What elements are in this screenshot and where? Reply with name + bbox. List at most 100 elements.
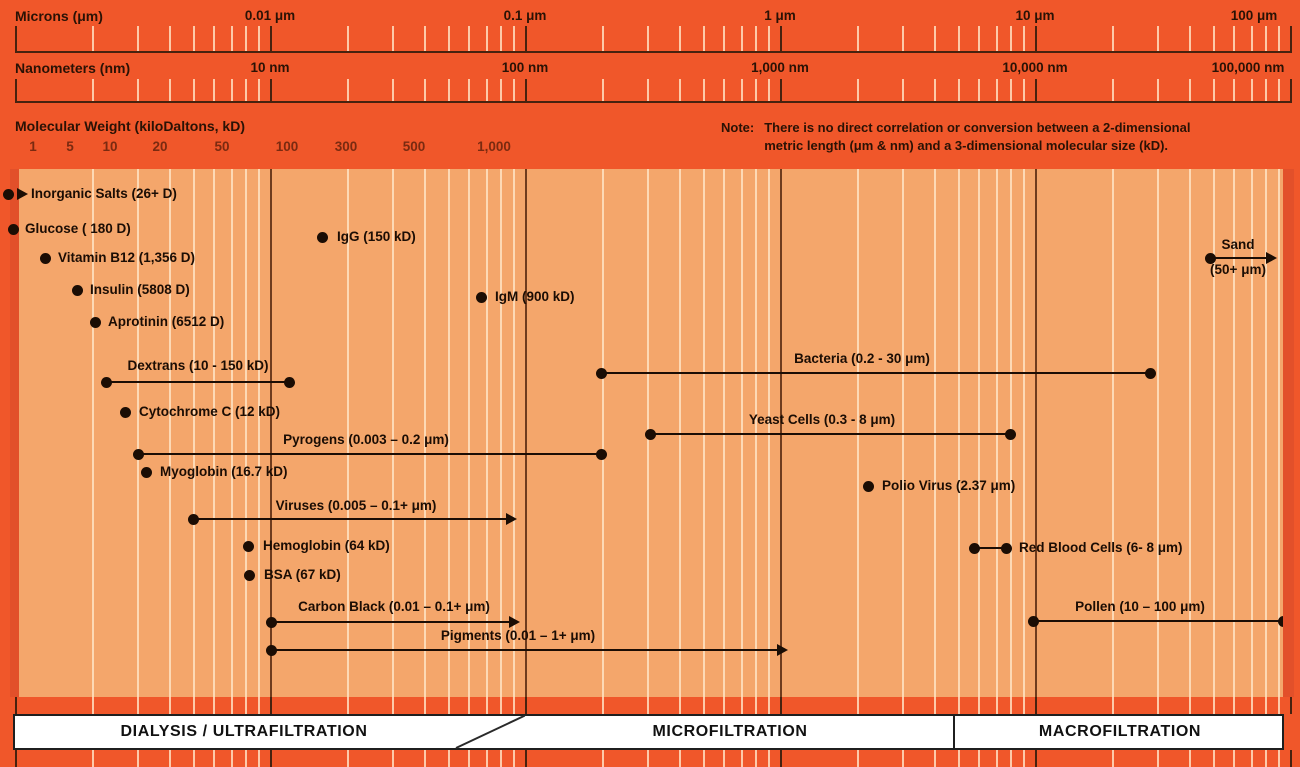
- marker-dot: [316, 231, 328, 243]
- item-label: Myoglobin (16.7 kD): [160, 464, 288, 479]
- marker-dot: [7, 223, 19, 235]
- minor-tick: [391, 750, 394, 767]
- range-line: [271, 649, 777, 651]
- minor-tick: [136, 79, 139, 101]
- major-tick: [270, 26, 272, 51]
- scale-tick-label: 10 μm: [1015, 8, 1055, 23]
- minor-tick: [1278, 750, 1281, 767]
- minor-tick: [500, 697, 503, 714]
- item-label: Insulin (5808 D): [90, 282, 190, 297]
- band-label-macrofiltration: MACROFILTRATION: [1038, 723, 1202, 740]
- minor-tick: [755, 26, 758, 51]
- marker-dot: [265, 616, 277, 628]
- minor-tick: [1213, 697, 1216, 714]
- marker-dot: [39, 252, 51, 264]
- microns-tick-labels: 0.01 μm 0.1 μm 1 μm 10 μm 100 μm: [0, 8, 1300, 25]
- minor-tick: [1265, 26, 1268, 51]
- minor-tick: [768, 79, 771, 101]
- minor-gridline: [423, 169, 426, 697]
- minor-gridline: [1233, 169, 1236, 697]
- minor-gridline: [168, 169, 171, 697]
- minor-gridline: [1265, 169, 1268, 697]
- minor-tick: [485, 26, 488, 51]
- minor-tick: [978, 26, 981, 51]
- marker-dot: [1204, 252, 1216, 264]
- scale-tick-label: 500: [402, 139, 426, 154]
- microns-ruler: [0, 26, 1300, 51]
- minor-tick: [258, 26, 261, 51]
- scale-tick-label: 100: [275, 139, 299, 154]
- minor-gridline: [448, 169, 451, 697]
- nanometers-ruler-baseline: [15, 101, 1292, 103]
- minor-tick: [468, 697, 471, 714]
- minor-gridline: [1023, 169, 1026, 697]
- marker-dot: [595, 448, 607, 460]
- minor-tick: [448, 750, 451, 767]
- minor-tick: [513, 697, 516, 714]
- minor-tick: [1213, 750, 1216, 767]
- marker-dot: [187, 513, 199, 525]
- minor-tick: [901, 26, 904, 51]
- minor-tick: [755, 697, 758, 714]
- item-label: Polio Virus (2.37 μm): [882, 478, 1016, 493]
- minor-tick: [91, 79, 94, 101]
- minor-gridline: [500, 169, 503, 697]
- major-tick: [270, 79, 272, 101]
- minor-tick: [740, 79, 743, 101]
- minor-tick: [500, 750, 503, 767]
- minor-tick: [740, 697, 743, 714]
- minor-tick: [646, 697, 649, 714]
- scale-tick-label: 5: [66, 139, 74, 154]
- major-tick: [780, 26, 782, 51]
- minor-tick: [958, 79, 961, 101]
- minor-tick: [168, 697, 171, 714]
- major-tick: [1290, 79, 1292, 101]
- minor-tick: [1213, 79, 1216, 101]
- scale-tick-label: 100 μm: [1230, 8, 1278, 23]
- item-label: Red Blood Cells (6- 8 μm): [1019, 540, 1183, 555]
- item-label: Aprotinin (6512 D): [108, 314, 225, 329]
- minor-tick: [1188, 750, 1191, 767]
- scale-tick-label: 20: [152, 139, 168, 154]
- minor-tick: [1156, 697, 1159, 714]
- minor-tick: [723, 697, 726, 714]
- scale-tick-label: 0.1 μm: [503, 8, 547, 23]
- scale-tick-label: 10 nm: [250, 60, 290, 75]
- minor-tick: [678, 26, 681, 51]
- item-label: Bacteria (0.2 - 30 μm): [794, 351, 930, 366]
- minor-gridline: [1278, 169, 1281, 697]
- major-tick: [525, 697, 527, 714]
- minor-tick: [230, 79, 233, 101]
- minor-tick: [1111, 79, 1114, 101]
- major-tick: [15, 750, 17, 767]
- range-line: [1210, 257, 1266, 259]
- minor-tick: [933, 750, 936, 767]
- range-line: [974, 547, 1006, 549]
- minor-tick: [468, 79, 471, 101]
- minor-tick: [768, 750, 771, 767]
- minor-tick: [856, 79, 859, 101]
- item-label: Hemoglobin (64 kD): [263, 538, 390, 553]
- major-tick: [15, 697, 17, 714]
- minor-gridline: [91, 169, 94, 697]
- panel-right-edge-strip: [1283, 169, 1294, 697]
- minor-tick: [1213, 26, 1216, 51]
- major-gridline: [525, 169, 527, 697]
- major-tick: [1290, 750, 1292, 767]
- minor-tick: [1250, 697, 1253, 714]
- minor-tick: [448, 26, 451, 51]
- item-label: Dextrans (10 - 150 kD): [127, 358, 269, 373]
- minor-tick: [933, 26, 936, 51]
- minor-tick: [703, 26, 706, 51]
- minor-tick: [1023, 26, 1026, 51]
- minor-tick: [703, 750, 706, 767]
- major-tick: [15, 79, 17, 101]
- arrowhead-right-icon: [17, 188, 28, 200]
- minor-tick: [601, 750, 604, 767]
- minor-tick: [995, 79, 998, 101]
- minor-tick: [1023, 79, 1026, 101]
- minor-tick: [703, 79, 706, 101]
- minor-tick: [346, 750, 349, 767]
- minor-tick: [1188, 79, 1191, 101]
- minor-tick: [513, 750, 516, 767]
